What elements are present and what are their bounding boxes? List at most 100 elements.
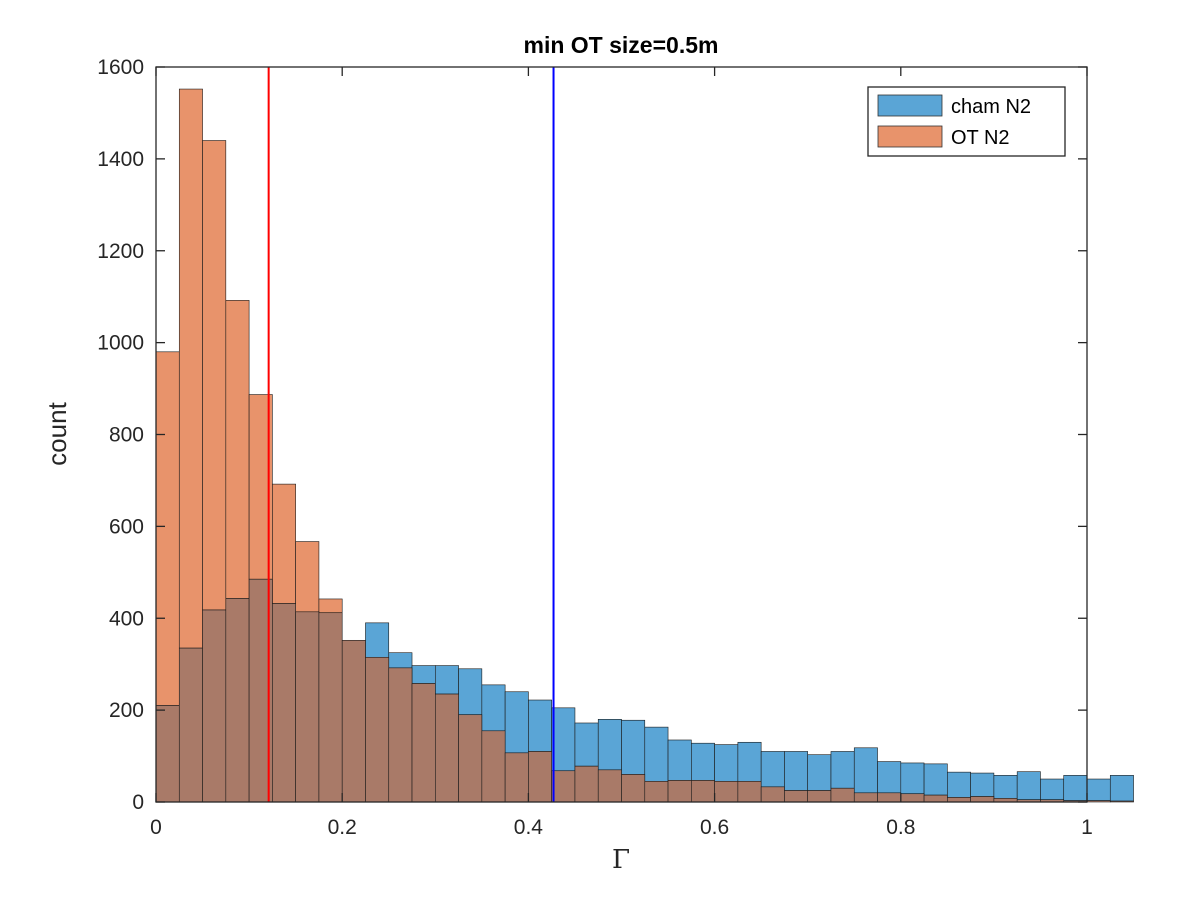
x-tick-label-2: 0.4 — [514, 816, 544, 839]
bar-cham-22 — [667, 739, 692, 781]
bar-overlap-1 — [178, 647, 203, 803]
y-tick-label-7: 1400 — [97, 148, 144, 171]
bar-overlap-17 — [551, 770, 576, 803]
bar-cham-18 — [574, 722, 599, 767]
x-tick-label-4: 0.8 — [886, 816, 915, 839]
bar-overlap-21 — [644, 781, 669, 803]
y-tick-label-2: 400 — [109, 607, 144, 630]
legend-swatch-ot — [877, 125, 943, 148]
bar-overlap-35 — [970, 796, 995, 803]
y-tick-label-1: 200 — [109, 699, 144, 722]
bar-cham-28 — [807, 754, 832, 791]
bar-overlap-27 — [784, 790, 808, 803]
bar-overlap-22 — [667, 780, 692, 803]
bar-ot-1 — [178, 88, 203, 649]
series-cham-bars — [365, 622, 1134, 802]
y-tick-label-6: 1200 — [97, 240, 144, 263]
bar-cham-40 — [1086, 778, 1111, 801]
bar-cham-10 — [388, 652, 413, 669]
bar-overlap-0 — [155, 705, 180, 803]
bar-overlap-19 — [597, 769, 622, 803]
bar-overlap-30 — [853, 792, 878, 803]
bar-cham-23 — [691, 742, 715, 781]
bar-cham-27 — [784, 751, 808, 791]
bar-overlap-32 — [900, 793, 925, 803]
bar-ot-2 — [202, 140, 227, 611]
legend-swatch-cham — [877, 94, 943, 117]
bar-cham-24 — [714, 744, 739, 782]
bar-ot-3 — [225, 300, 250, 599]
vertical-lines — [267, 67, 555, 802]
bar-overlap-6 — [295, 611, 320, 803]
x-tick-label-3: 0.6 — [700, 816, 729, 839]
axes-box — [155, 66, 1088, 803]
bar-overlap-28 — [807, 790, 832, 803]
bar-cham-9 — [365, 622, 390, 658]
x-axis-label: Γ — [612, 845, 630, 875]
y-tick-label-3: 600 — [109, 515, 144, 538]
bar-cham-12 — [434, 665, 459, 695]
bar-overlap-23 — [691, 780, 715, 803]
y-tick-label-0: 0 — [132, 791, 144, 814]
x-tick-label-5: 1 — [1081, 816, 1093, 839]
bar-overlap-26 — [760, 786, 785, 803]
bar-overlap-41 — [1109, 800, 1134, 803]
bar-ot-0 — [155, 351, 180, 706]
bar-ot-7 — [318, 598, 343, 614]
bar-cham-19 — [597, 719, 622, 771]
bar-overlap-15 — [504, 752, 529, 803]
bar-overlap-14 — [481, 730, 506, 803]
chart-title: min OT size=0.5m — [524, 32, 719, 58]
bar-overlap-25 — [737, 781, 762, 803]
series-ot-bars — [155, 88, 343, 706]
bar-cham-15 — [504, 691, 529, 754]
bar-overlap-8 — [341, 639, 366, 803]
bar-cham-17 — [551, 707, 576, 772]
bar-overlap-7 — [318, 612, 343, 803]
bar-cham-26 — [760, 751, 785, 788]
bar-overlap-33 — [923, 794, 948, 803]
bar-overlap-20 — [621, 774, 646, 803]
bar-cham-29 — [830, 751, 855, 789]
x-tick-labels: 0 0.2 0.4 0.6 0.8 1 — [150, 816, 1093, 839]
legend-label-ot: OT N2 — [951, 127, 1010, 149]
legend: cham N2 OT N2 — [867, 86, 1066, 157]
bar-cham-33 — [923, 763, 948, 796]
bar-cham-21 — [644, 726, 669, 782]
bar-cham-11 — [411, 665, 436, 684]
y-tick-label-5: 1000 — [97, 332, 144, 355]
y-tick-label-4: 800 — [109, 424, 144, 447]
bar-overlap-31 — [877, 792, 902, 803]
bar-overlap-18 — [574, 765, 599, 803]
bar-overlap-11 — [411, 683, 436, 803]
bar-cham-14 — [481, 684, 506, 732]
bar-ot-5 — [272, 483, 296, 604]
bar-overlap-34 — [947, 797, 971, 803]
bar-overlap-10 — [388, 667, 413, 803]
bar-overlap-5 — [272, 603, 296, 803]
x-tick-label-0: 0 — [150, 816, 162, 839]
bar-overlap-16 — [528, 751, 552, 803]
y-tick-label-8: 1600 — [97, 56, 144, 79]
y-tick-labels: 0 200 400 600 800 1000 1200 1400 1600 — [97, 56, 144, 814]
bar-overlap-24 — [714, 781, 739, 803]
bar-overlap-2 — [202, 609, 227, 803]
bar-cham-31 — [877, 761, 902, 794]
bar-cham-37 — [1016, 771, 1041, 801]
bar-cham-13 — [458, 668, 483, 716]
bar-overlap-3 — [225, 598, 250, 803]
legend-label-cham: cham N2 — [951, 96, 1031, 118]
bar-overlap-29 — [830, 787, 855, 803]
bar-cham-41 — [1109, 775, 1134, 802]
bar-cham-30 — [853, 747, 878, 794]
bar-overlap-12 — [434, 693, 459, 803]
y-axis-label: count — [42, 401, 72, 465]
bar-cham-39 — [1063, 775, 1088, 801]
bar-cham-16 — [528, 699, 552, 752]
bar-overlap-9 — [365, 656, 390, 803]
bar-cham-34 — [947, 771, 971, 798]
bar-cham-38 — [1040, 778, 1065, 801]
bar-overlap-13 — [458, 714, 483, 803]
bar-cham-25 — [737, 741, 762, 782]
